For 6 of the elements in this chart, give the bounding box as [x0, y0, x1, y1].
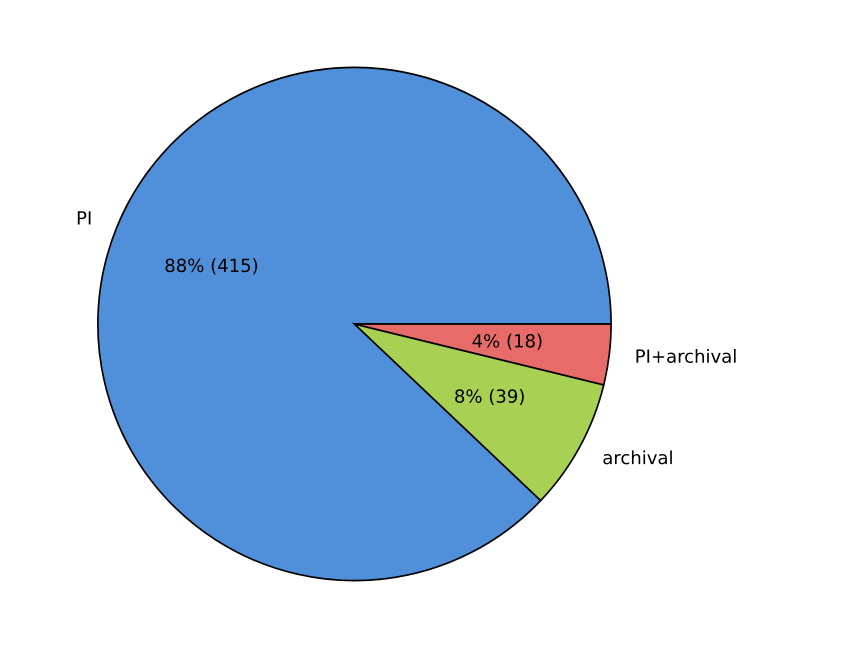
data-label: 88% (415) [165, 258, 258, 274]
slice-label: PI [78, 211, 91, 224]
slice-label: PI+archival [636, 349, 736, 363]
slice-label: archival [603, 450, 672, 464]
data-label: 8% (39) [455, 388, 524, 406]
data-label: 4% (18) [472, 334, 542, 350]
